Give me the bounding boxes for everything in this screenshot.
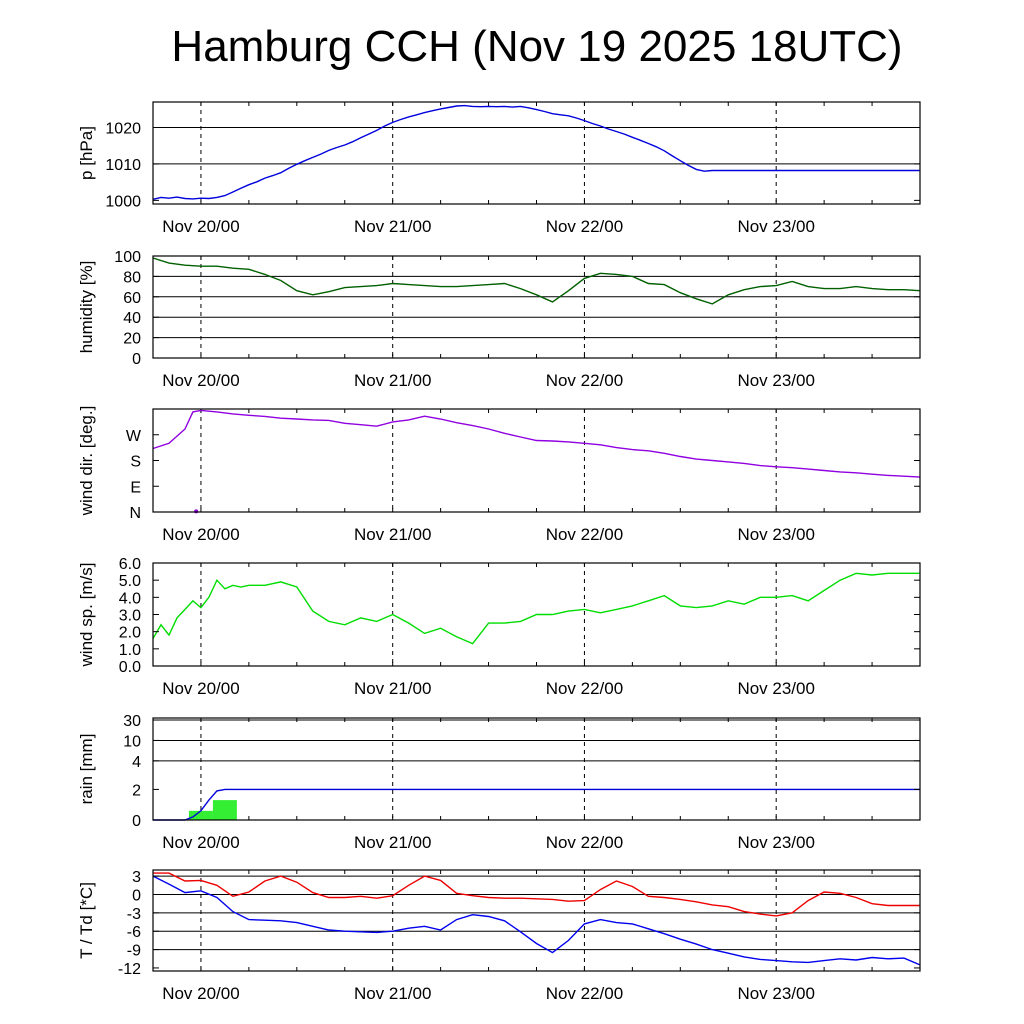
y-tick-label: 3 — [132, 869, 141, 886]
x-tick-label: Nov 21/00 — [354, 371, 432, 390]
x-tick-label: Nov 22/00 — [546, 984, 624, 1003]
x-tick-label: Nov 20/00 — [162, 984, 240, 1003]
y-tick-label: S — [130, 454, 141, 471]
y-axis-label: wind dir. [deg.] — [77, 406, 96, 517]
x-tick-label: Nov 22/00 — [546, 217, 624, 236]
x-tick-label: Nov 21/00 — [354, 217, 432, 236]
x-tick-label: Nov 20/00 — [162, 525, 240, 544]
y-axis-label: p [hPa] — [77, 126, 96, 180]
x-tick-label: Nov 20/00 — [162, 217, 240, 236]
y-axis-label: T / Td [*C] — [77, 882, 96, 959]
y-tick-label: 80 — [123, 269, 141, 286]
y-tick-label: E — [130, 479, 141, 496]
y-tick-label: 1020 — [105, 121, 141, 138]
y-tick-label: -12 — [118, 961, 141, 978]
x-tick-label: Nov 21/00 — [354, 984, 432, 1003]
y-tick-label: 20 — [123, 331, 141, 348]
series-line-pressure — [152, 104, 920, 200]
series-line-wind-speed — [152, 572, 920, 645]
y-tick-label: 0.0 — [119, 659, 141, 676]
y-tick-label: 2.0 — [119, 625, 141, 642]
x-tick-label: Nov 23/00 — [737, 371, 815, 390]
plot-frame — [152, 408, 921, 513]
x-tick-label: Nov 20/00 — [162, 833, 240, 852]
y-tick-label: W — [126, 428, 142, 445]
x-tick-label: Nov 23/00 — [737, 217, 815, 236]
x-tick-label: Nov 21/00 — [354, 525, 432, 544]
y-tick-label: 1010 — [105, 157, 141, 174]
series-line-relative-humidity — [152, 257, 921, 305]
x-tick-label: Nov 20/00 — [162, 371, 240, 390]
x-tick-label: Nov 23/00 — [737, 833, 815, 852]
y-tick-label: 0 — [132, 813, 141, 830]
x-tick-label: Nov 21/00 — [354, 833, 432, 852]
y-tick-label: 30 — [123, 713, 141, 730]
x-tick-label: Nov 21/00 — [354, 679, 432, 698]
rain-bar — [188, 810, 213, 820]
y-tick-label: 2 — [132, 782, 141, 799]
series-line-wind-direction — [152, 409, 921, 478]
y-tick-label: 1000 — [105, 193, 141, 210]
y-tick-label: 1.0 — [119, 642, 141, 659]
panel-wind_speed: 0.01.02.03.04.05.06.0 wind sp. [m/s] Nov 2… — [77, 556, 921, 698]
y-tick-label: 5.0 — [119, 573, 141, 590]
y-tick-label: 10 — [123, 733, 141, 750]
plot-frame — [152, 717, 921, 821]
plot-frame — [152, 101, 921, 205]
y-tick-label: 4.0 — [119, 590, 141, 607]
x-tick-label: Nov 22/00 — [546, 833, 624, 852]
y-tick-label: -3 — [127, 906, 141, 923]
x-tick-label: Nov 22/00 — [546, 679, 624, 698]
plot-frame — [152, 255, 921, 359]
y-axis-label: wind sp. [m/s] — [77, 563, 96, 668]
y-tick-label: -9 — [127, 943, 141, 960]
chart-title: Hamburg CCH (Nov 19 2025 18UTC) — [171, 22, 903, 71]
y-tick-label: 0 — [132, 351, 141, 368]
plot-area — [153, 102, 920, 204]
series-line-dew-point — [152, 875, 921, 966]
x-tick-label: Nov 20/00 — [162, 679, 240, 698]
panel-humidity: 0 20 40 60 80 100 humidity [%] Nov 20/00 Nov 21/… — [77, 249, 921, 390]
series-line-temperature — [153, 872, 920, 917]
x-tick-label: Nov 22/00 — [546, 525, 624, 544]
panel-rain: 0 2 4 10 30 rain [mm] Nov 20/00 Nov 21/00 Nov 22… — [77, 713, 921, 852]
y-tick-label: 3.0 — [119, 608, 141, 625]
y-tick-label: 60 — [123, 290, 141, 307]
y-axis-label: humidity [%] — [77, 261, 96, 354]
rain-bar — [212, 800, 237, 820]
y-tick-label: 40 — [123, 310, 141, 327]
y-tick-label: 100 — [114, 249, 141, 266]
y-tick-label: 0 — [132, 887, 141, 904]
x-tick-label: Nov 23/00 — [737, 679, 815, 698]
y-tick-label: N — [129, 505, 141, 522]
y-tick-label: 4 — [132, 754, 141, 771]
plot-area — [153, 256, 920, 358]
panel-temperature: -12-9 -6-3 03 T / Td [*C] Nov 20/00 Nov 21/00… — [77, 869, 921, 1003]
y-tick-label: 6.0 — [119, 556, 141, 573]
panel-pressure: 1000 1010 1020 p [hPa] Nov 20/00 Nov 21/00 Nov… — [77, 101, 921, 236]
plot-frame — [152, 562, 921, 667]
x-tick-label: Nov 23/00 — [737, 984, 815, 1003]
plot-area — [153, 409, 920, 512]
x-tick-label: Nov 23/00 — [737, 525, 815, 544]
plot-frame — [152, 869, 921, 972]
y-axis-label: rain [mm] — [77, 734, 96, 805]
y-tick-label: -6 — [127, 924, 141, 941]
plot-area — [153, 718, 920, 820]
x-tick-label: Nov 22/00 — [546, 371, 624, 390]
